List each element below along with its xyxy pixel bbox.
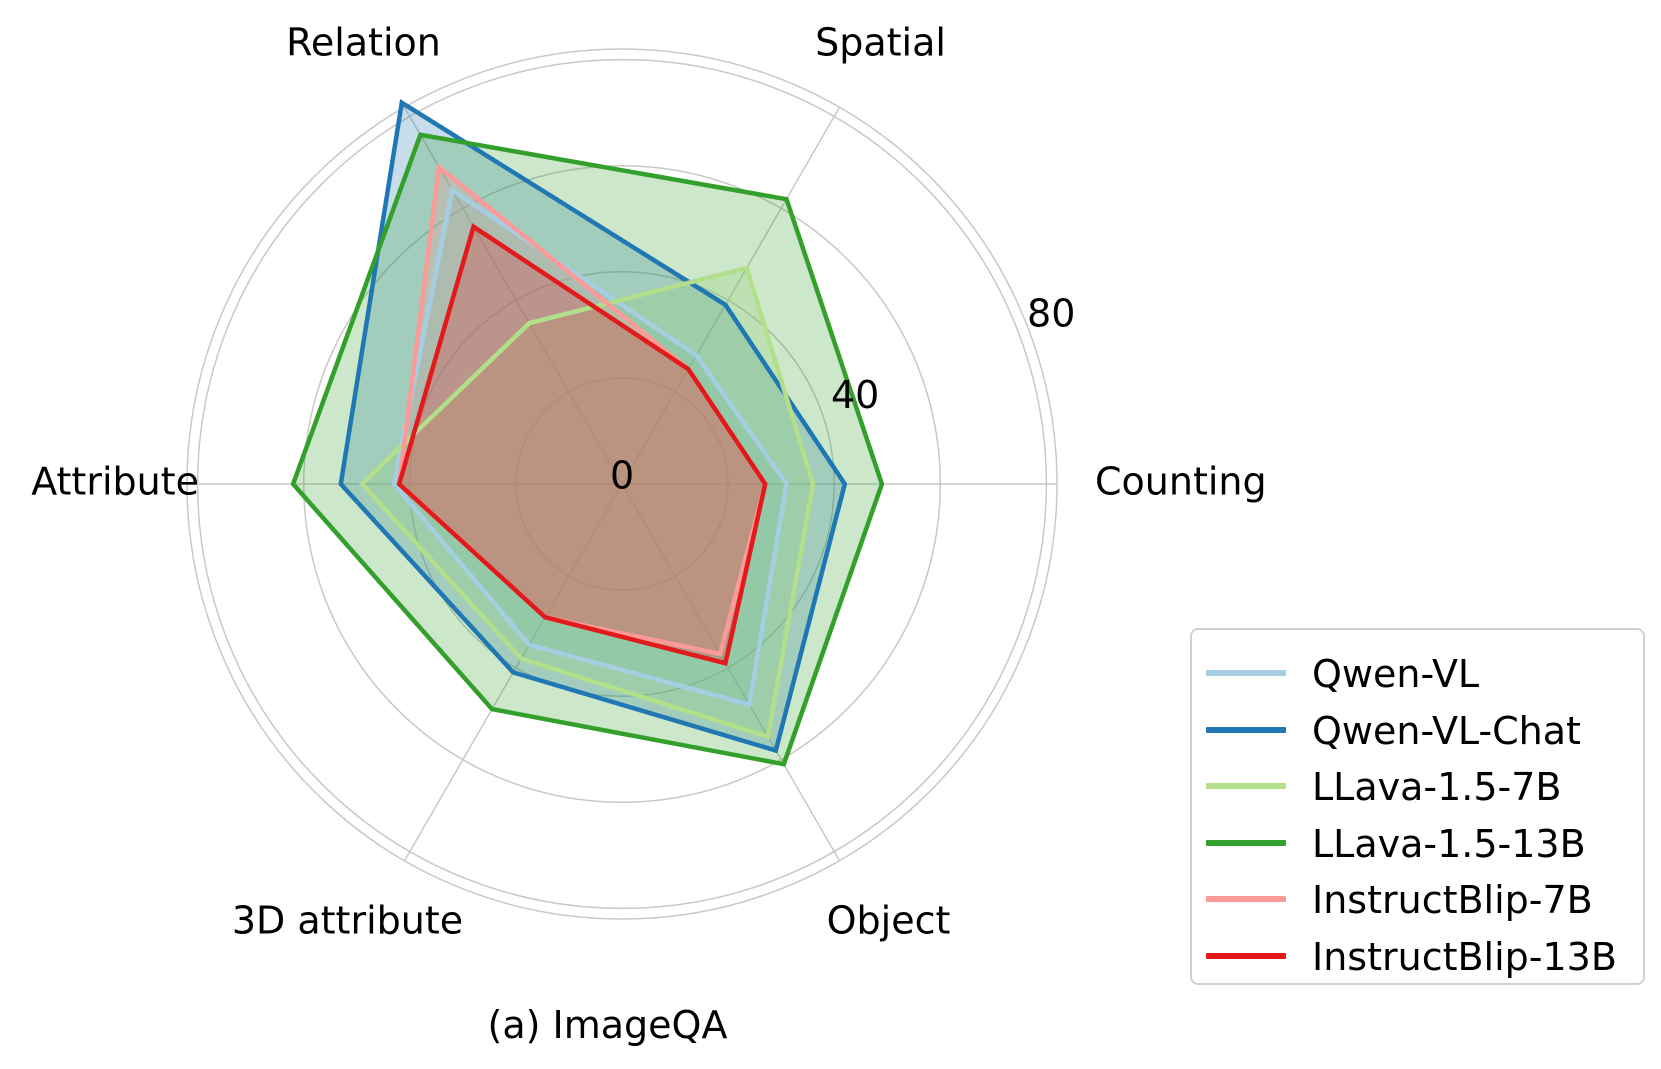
- radial-tick-label: 40: [831, 373, 879, 417]
- data-point: [544, 616, 546, 618]
- data-point: [491, 708, 493, 710]
- data-point: [719, 653, 721, 655]
- data-point: [451, 189, 453, 191]
- legend-label: InstructBlip-13B: [1312, 934, 1617, 979]
- data-point: [473, 226, 474, 228]
- series-area: [393, 190, 787, 705]
- legend-label: Qwen-VL: [1312, 652, 1480, 696]
- legend-swatch: [1206, 839, 1286, 846]
- data-point: [687, 368, 689, 370]
- data-point: [881, 483, 883, 485]
- data-point: [767, 736, 769, 738]
- data-point: [520, 658, 522, 660]
- data-point: [746, 267, 748, 269]
- data-point: [419, 134, 421, 136]
- radial-tick-label: 80: [1027, 292, 1075, 336]
- axis-label-attribute: Attribute: [31, 460, 199, 504]
- data-point: [724, 304, 726, 306]
- data-point: [398, 483, 400, 485]
- legend-swatch: [1206, 670, 1286, 676]
- radial-tick-label: 0: [610, 454, 634, 498]
- data-point: [775, 750, 777, 751]
- legend-label: LLava-1.5-7B: [1312, 765, 1562, 809]
- legend-label: LLava-1.5-13B: [1312, 821, 1586, 866]
- chart-caption: (a) ImageQA: [487, 1003, 728, 1047]
- legend-item: LLava-1.5-7B: [1192, 761, 1643, 811]
- legend-swatch: [1206, 783, 1286, 789]
- legend-item: InstructBlip-13B: [1192, 931, 1643, 981]
- legend-swatch: [1206, 896, 1286, 902]
- axis-label-3d-attribute: 3D attribute: [232, 899, 463, 943]
- data-point: [292, 483, 294, 485]
- series-area: [340, 102, 845, 751]
- data-point: [812, 483, 814, 485]
- data-point: [340, 483, 342, 485]
- axis-label-spatial: Spatial: [815, 21, 946, 65]
- axis-label-counting: Counting: [1095, 460, 1267, 504]
- legend-label: InstructBlip-7B: [1312, 878, 1593, 922]
- data-point: [786, 198, 787, 200]
- data-point: [512, 671, 514, 673]
- grid-spoke: [621, 106, 841, 485]
- legend-item: Qwen-VL: [1192, 648, 1643, 698]
- legend-swatch: [1206, 952, 1286, 959]
- legend-swatch: [1206, 726, 1286, 733]
- data-point: [786, 483, 787, 485]
- grid-spoke: [621, 483, 841, 862]
- legend-item: InstructBlip-7B: [1192, 874, 1643, 924]
- data-point: [695, 354, 697, 356]
- data-point: [393, 483, 395, 485]
- data-point: [528, 322, 530, 324]
- data-point: [361, 483, 363, 485]
- series-area: [399, 226, 766, 664]
- data-point: [528, 644, 530, 646]
- data-point: [764, 483, 766, 485]
- data-point: [844, 483, 846, 485]
- series-area: [399, 167, 766, 654]
- data-point: [724, 662, 726, 664]
- data-point: [783, 763, 785, 765]
- data-point: [438, 166, 440, 168]
- legend-item: LLava-1.5-13B: [1192, 818, 1643, 868]
- data-point: [748, 704, 750, 705]
- legend: Qwen-VL Qwen-VL-Chat LLava-1.5-7B LLava-1.5…: [1190, 628, 1645, 985]
- legend-label: Qwen-VL-Chat: [1312, 708, 1581, 753]
- legend-item: Qwen-VL-Chat: [1192, 705, 1643, 755]
- data-point: [401, 102, 403, 104]
- axis-label-object: Object: [827, 899, 951, 943]
- axis-label-relation: Relation: [286, 21, 441, 65]
